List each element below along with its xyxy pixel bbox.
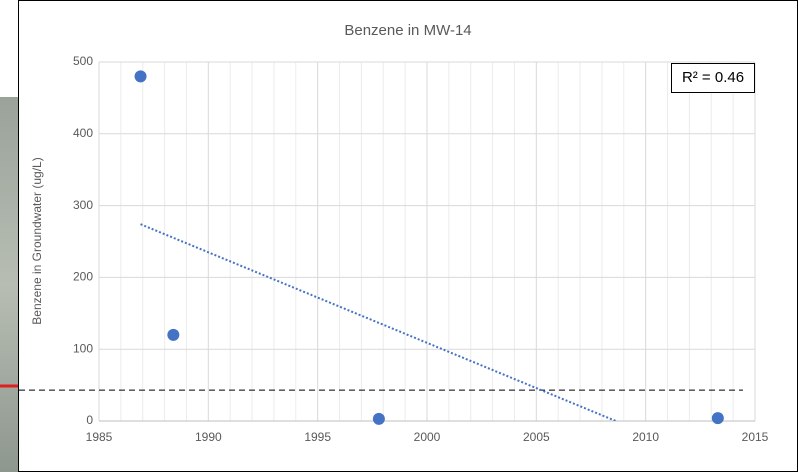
map-background: [0, 97, 19, 472]
y-tick-label: 0: [86, 413, 93, 427]
annotation: R² = 0.46: [682, 69, 744, 86]
y-tick-label: 300: [73, 198, 93, 212]
y-tick-label: 100: [73, 341, 93, 355]
x-tick-label: 2000: [414, 430, 441, 444]
x-tick-label: 1995: [304, 430, 331, 444]
y-tick-label: 200: [73, 270, 93, 284]
data-point: [372, 412, 385, 425]
x-tick-label: 2005: [523, 430, 550, 444]
chart-title: Benzene in MW-14: [344, 22, 471, 39]
x-tick-label: 2015: [742, 430, 769, 444]
x-tick-label: 2010: [632, 430, 659, 444]
trendline: [140, 223, 619, 421]
x-tick-label: 1985: [86, 430, 113, 444]
x-tick-label: 1990: [195, 430, 222, 444]
data-point: [711, 412, 724, 425]
data-point: [134, 70, 147, 83]
data-point: [167, 328, 180, 341]
annotation-box: [671, 63, 755, 93]
y-tick-label: 500: [73, 54, 93, 68]
y-axis-label: Benzene in Groundwater (ug/L): [30, 157, 44, 324]
y-tick-label: 400: [73, 126, 93, 140]
